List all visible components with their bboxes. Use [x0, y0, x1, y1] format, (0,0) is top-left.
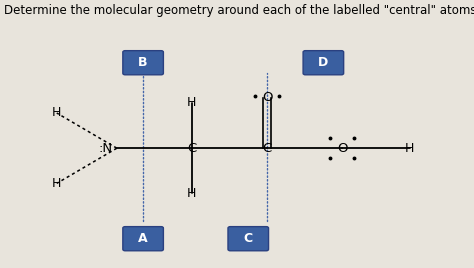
Text: H: H [187, 187, 197, 200]
Text: H: H [405, 142, 414, 155]
Text: C: C [187, 142, 197, 155]
Text: D: D [318, 56, 328, 69]
Text: C: C [244, 232, 253, 245]
Text: H: H [52, 106, 62, 120]
Text: B: B [138, 56, 148, 69]
Text: O: O [337, 142, 347, 155]
FancyBboxPatch shape [228, 227, 269, 251]
Text: C: C [263, 142, 272, 155]
Text: :N: :N [99, 142, 113, 155]
Text: O: O [262, 91, 272, 105]
Text: A: A [138, 232, 148, 245]
Text: H: H [52, 177, 62, 190]
FancyBboxPatch shape [123, 227, 164, 251]
Text: H: H [187, 96, 197, 109]
Text: Determine the molecular geometry around each of the labelled "central" atoms:: Determine the molecular geometry around … [4, 4, 474, 17]
FancyBboxPatch shape [303, 51, 344, 75]
FancyBboxPatch shape [123, 51, 164, 75]
